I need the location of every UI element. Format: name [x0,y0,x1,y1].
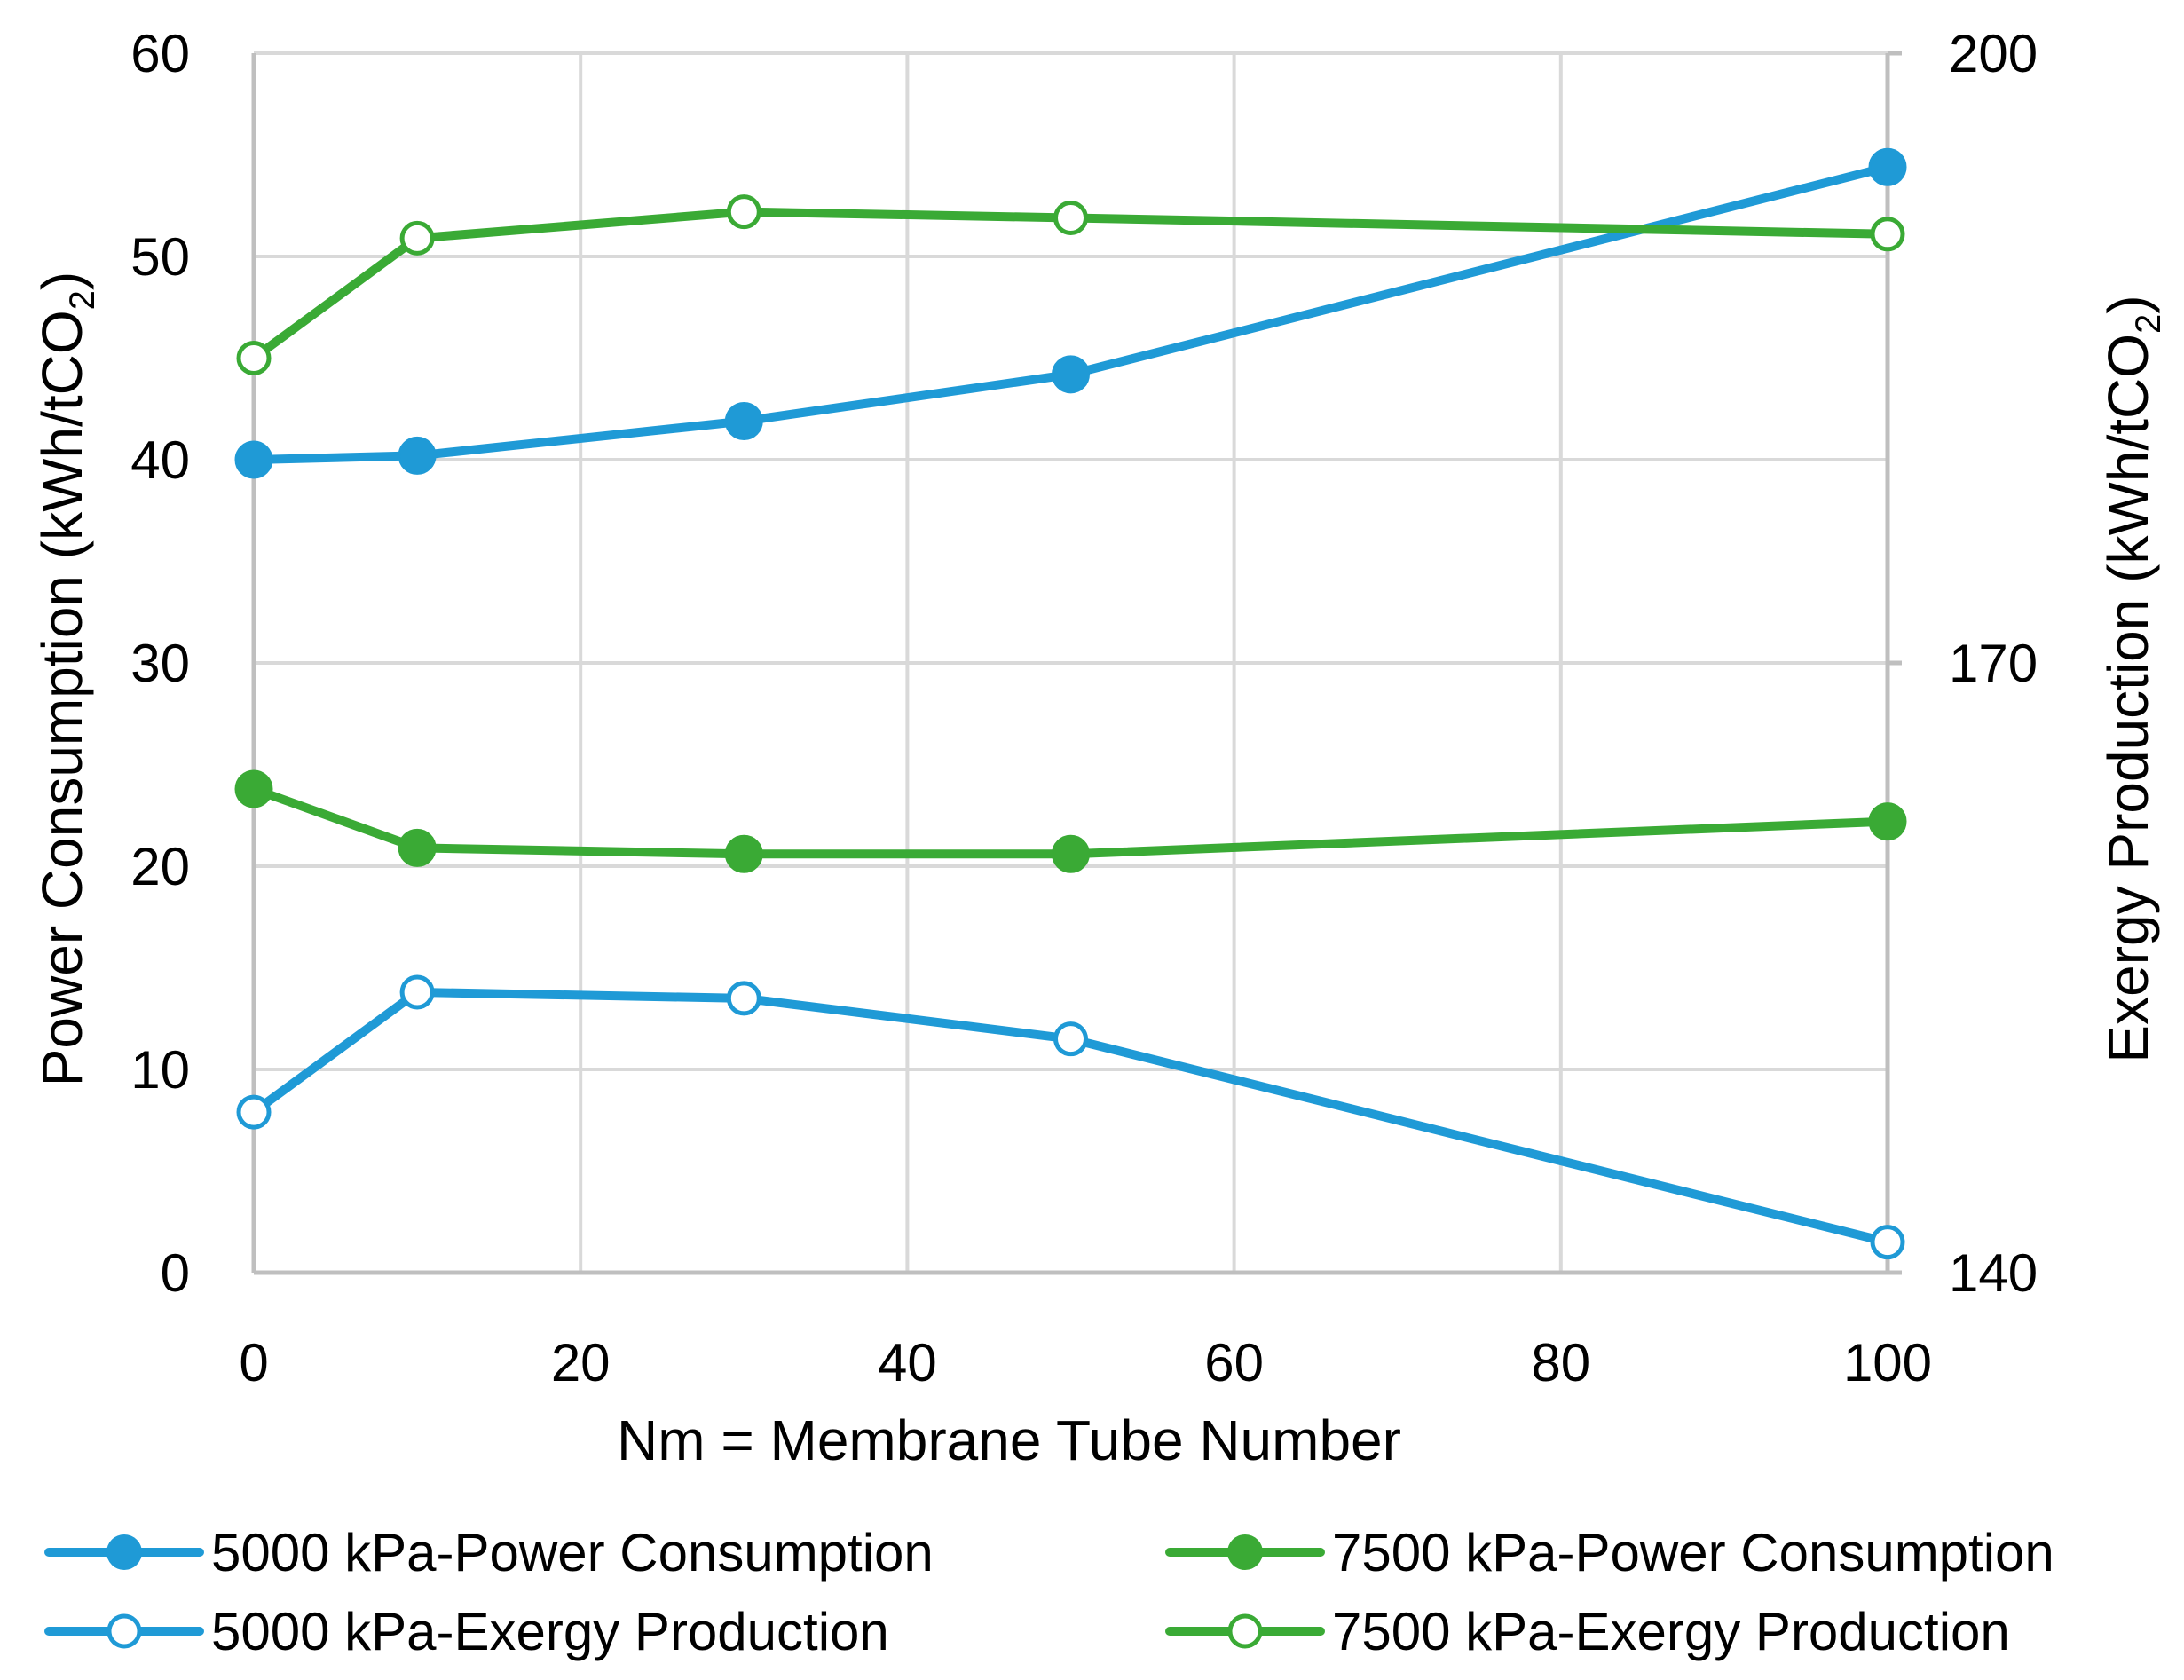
legend-marker-5000-kpa-exergy-production [106,1613,142,1649]
data-point-7500-kpa-power-consumption-50 [1052,834,1090,873]
x-tick-label-60: 60 [1204,1333,1264,1392]
series-5000-kpa-exergy-production [236,974,1905,1260]
legend: 5000 kPa-Power Consumption 7500 kPa-Power… [44,1523,2054,1661]
data-point-5000-kpa-power-consumption-30 [724,401,763,440]
legend-label-7500-kpa-exergy-production: 7500 kPa-Exergy Production [1332,1602,2010,1661]
data-point-5000-kpa-exergy-production-10 [399,974,435,1010]
gridlines [254,51,1888,1273]
x-tick-labels: 0 20 40 60 80 100 [239,1333,1932,1392]
data-point-7500-kpa-power-consumption-100 [1868,802,1907,841]
data-point-5000-kpa-power-consumption-10 [398,436,437,475]
left-y-tick-label-10: 10 [130,1040,190,1100]
left-y-tick-label-50: 50 [130,227,190,287]
data-point-5000-kpa-power-consumption-0 [234,440,273,479]
legend-label-5000-kpa-power-consumption: 5000 kPa-Power Consumption [211,1523,934,1582]
right-y-axis-title: Exergy Production (kWh/tCO2) [2096,295,2168,1062]
legend-label-5000-kpa-exergy-production: 5000 kPa-Exergy Production [211,1602,889,1661]
data-point-7500-kpa-exergy-production-10 [399,220,435,256]
x-axis-title: Nm = Membrane Tube Number [617,1408,1401,1472]
data-point-5000-kpa-exergy-production-100 [1870,1225,1905,1260]
left-y-tick-labels: 0 10 20 30 40 50 60 [130,24,190,1303]
left-y-tick-label-30: 30 [130,634,190,693]
right-y-tick-label-140: 140 [1949,1243,2038,1303]
data-point-7500-kpa-power-consumption-30 [724,834,763,873]
left-y-axis-title: Power Consumption (kWh/tCO2) [30,272,102,1087]
left-y-tick-label-0: 0 [161,1243,190,1303]
left-y-axis-title-main: Power Consumption (kWh/tCO [30,310,94,1086]
data-point-7500-kpa-exergy-production-50 [1053,200,1088,235]
series-7500-kpa-power-consumption [234,769,1907,873]
legend-entry-7500-kpa-exergy-production: 7500 kPa-Exergy Production [1165,1602,2010,1661]
data-point-5000-kpa-exergy-production-50 [1053,1021,1088,1057]
right-y-axis-title-close: ) [2096,295,2160,313]
data-point-7500-kpa-power-consumption-10 [398,828,437,867]
legend-entry-5000-kpa-power-consumption: 5000 kPa-Power Consumption [44,1523,934,1582]
legend-entry-7500-kpa-power-consumption: 7500 kPa-Power Consumption [1165,1523,2054,1582]
data-point-5000-kpa-power-consumption-100 [1868,147,1907,186]
right-y-tick-label-200: 200 [1949,24,2038,83]
right-y-tick-label-170: 170 [1949,634,2038,693]
data-point-5000-kpa-exergy-production-0 [236,1094,272,1130]
x-tick-label-40: 40 [878,1333,937,1392]
x-tick-label-20: 20 [551,1333,611,1392]
data-point-5000-kpa-power-consumption-50 [1052,355,1090,394]
right-y-axis-title-main: Exergy Production (kWh/tCO [2096,334,2160,1063]
data-point-7500-kpa-exergy-production-0 [236,341,272,375]
left-y-tick-label-40: 40 [130,430,190,490]
legend-marker-7500-kpa-exergy-production [1227,1613,1263,1649]
x-tick-label-80: 80 [1531,1333,1590,1392]
legend-marker-5000-kpa-power-consumption [106,1534,142,1570]
axes [251,51,1902,1275]
left-y-tick-label-20: 20 [130,837,190,896]
right-y-axis-title-subscript: 2 [2129,314,2168,334]
data-point-7500-kpa-exergy-production-100 [1870,217,1905,252]
left-y-axis-title-close: ) [30,272,94,290]
data-point-7500-kpa-exergy-production-30 [726,194,761,230]
x-tick-label-0: 0 [239,1333,268,1392]
data-point-5000-kpa-exergy-production-30 [726,981,761,1016]
series-group [234,147,1907,1260]
left-y-axis-title-subscript: 2 [63,290,102,310]
data-point-7500-kpa-power-consumption-0 [234,769,273,808]
x-tick-label-100: 100 [1843,1333,1932,1392]
legend-marker-7500-kpa-power-consumption [1227,1534,1263,1570]
right-y-tick-labels: 140 170 200 [1949,24,2038,1303]
series-7500-kpa-exergy-production [236,194,1905,375]
series-5000-kpa-power-consumption [234,147,1907,479]
legend-label-7500-kpa-power-consumption: 7500 kPa-Power Consumption [1332,1523,2054,1582]
left-y-tick-label-60: 60 [130,24,190,83]
legend-entry-5000-kpa-exergy-production: 5000 kPa-Exergy Production [44,1602,889,1661]
